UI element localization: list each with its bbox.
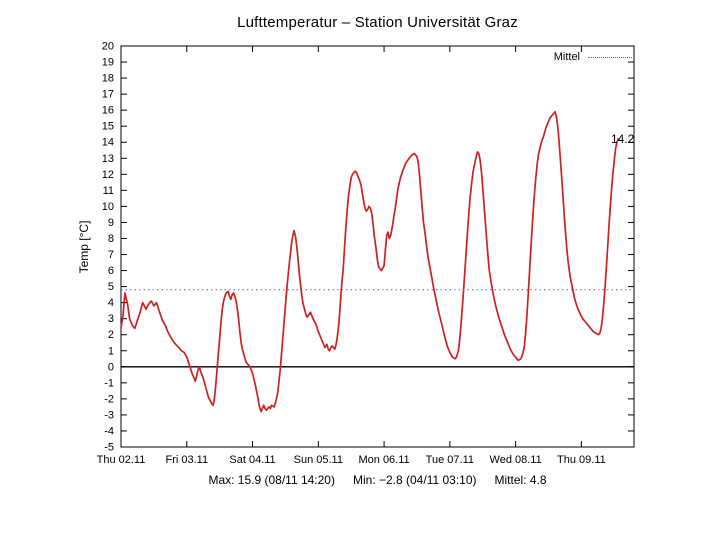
x-tick-label: Tue 07.11 [426, 454, 474, 466]
y-tick-label: 4 [108, 297, 114, 309]
y-tick-label: 14 [102, 137, 114, 149]
y-tick-label: -1 [104, 377, 114, 389]
y-tick-label: 11 [103, 185, 114, 197]
x-tick-label: Thu 02.11 [97, 454, 146, 466]
y-tick-label: 12 [102, 169, 114, 181]
x-tick-label: Sun 05.11 [294, 454, 343, 466]
y-tick-label: 2 [108, 329, 114, 341]
x-tick-label: Fri 03.11 [165, 454, 208, 466]
y-tick-label: 15 [102, 121, 114, 133]
y-tick-label: 8 [108, 233, 114, 245]
mean-stat: Mittel: 4.8 [494, 473, 547, 487]
y-tick-label: 9 [108, 217, 114, 229]
x-tick-label: Thu 09.11 [557, 454, 606, 466]
x-tick-label: Mon 06.11 [358, 454, 409, 466]
y-tick-label: 1 [108, 345, 114, 357]
chart-title: Lufttemperatur – Station Universität Gra… [237, 14, 518, 31]
y-tick-label: 20 [102, 41, 114, 53]
y-tick-label: -4 [104, 425, 114, 437]
legend: Mittel [554, 51, 632, 63]
y-tick-label: 16 [102, 105, 114, 117]
y-tick-label: 19 [102, 57, 114, 69]
x-tick-label: Sat 04.11 [229, 454, 275, 466]
y-tick-label: 5 [108, 281, 114, 293]
y-tick-label: 0 [108, 361, 114, 373]
stats-footer: Max: 15.9 (08/11 14:20) Min: −2.8 (04/11 … [101, 473, 654, 487]
y-tick-label: 3 [108, 313, 114, 325]
y-tick-label: 10 [102, 201, 114, 213]
legend-mean-line-sample [588, 56, 632, 58]
legend-mittel-label: Mittel [553, 51, 580, 63]
min-stat: Min: −2.8 (04/11 03:10) [352, 473, 477, 487]
last-value-annotation: 14.2 [611, 132, 635, 146]
y-tick-label: 13 [102, 153, 114, 165]
temperature-line [120, 110, 620, 413]
y-tick-label: 7 [108, 249, 114, 261]
y-tick-label: 18 [102, 73, 114, 85]
max-stat: Max: 15.9 (08/11 14:20) [208, 473, 335, 487]
x-tick-label: Wed 08.11 [490, 454, 542, 466]
plot-border [120, 45, 635, 448]
y-tick-label: 6 [108, 265, 114, 277]
y-tick-label: -2 [104, 393, 114, 405]
y-tick-label: -5 [104, 442, 114, 454]
y-tick-label: -3 [104, 409, 114, 421]
y-tick-label: 17 [102, 89, 114, 101]
